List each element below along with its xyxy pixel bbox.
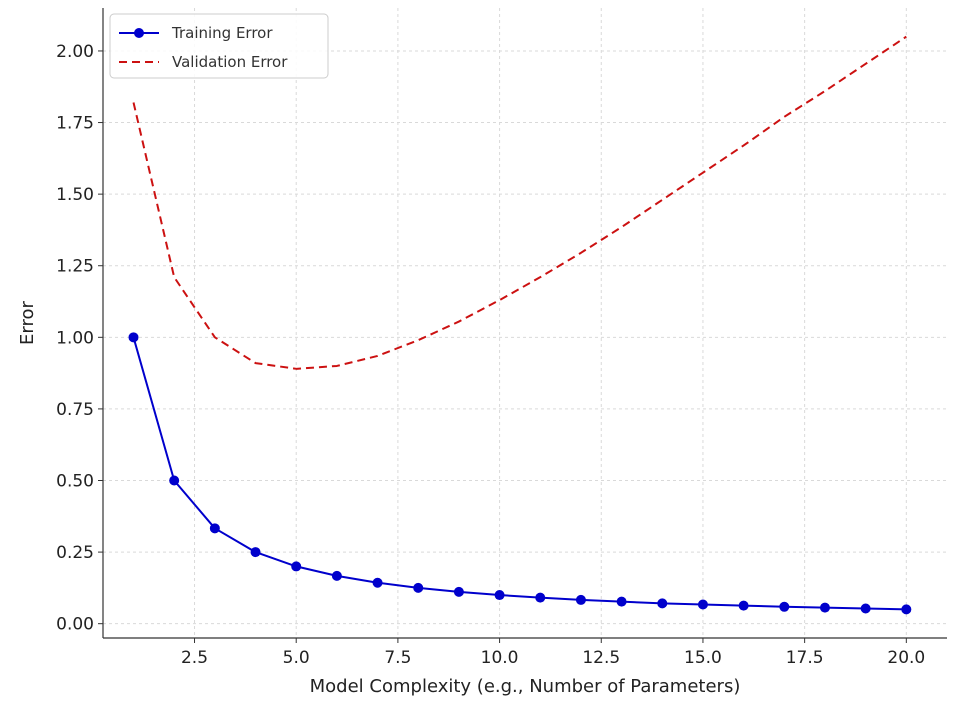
y-tick-label: 0.25 (56, 543, 94, 563)
training-error-point (860, 603, 871, 614)
training-error-point (291, 561, 302, 572)
series (128, 35, 912, 615)
y-tick-label: 1.75 (56, 114, 94, 134)
legend-training-error-label: Training Error (171, 24, 273, 42)
legend-validation-error-label: Validation Error (172, 53, 288, 71)
training-error-point (453, 586, 464, 597)
training-error-point (494, 590, 505, 601)
training-error-point (575, 594, 586, 605)
y-tick-label: 1.25 (56, 257, 94, 277)
training-error-point (657, 598, 668, 609)
training-error-point (535, 592, 546, 603)
x-tick-label: 17.5 (786, 648, 824, 668)
y-axis-ticks: 0.00 0.25 0.50 0.75 1.00 1.25 1.50 1.75 2.00 (56, 42, 103, 635)
training-error-point (209, 523, 220, 534)
x-axis-label: Model Complexity (e.g., Number of Parame… (310, 676, 741, 697)
training-error-point (413, 582, 424, 593)
x-tick-label: 5.0 (283, 648, 310, 668)
training-error-point (169, 475, 180, 486)
training-error-point (779, 601, 790, 612)
x-tick-label: 20.0 (887, 648, 925, 668)
x-tick-label: 15.0 (684, 648, 722, 668)
x-tick-label: 10.0 (481, 648, 519, 668)
training-error-point (128, 332, 139, 343)
x-tick-label: 7.5 (384, 648, 411, 668)
training-error-point (616, 596, 627, 607)
validation-error-line (132, 35, 907, 370)
training-error-point (372, 577, 383, 588)
x-tick-label: 12.5 (582, 648, 620, 668)
legend-training-error-marker (134, 28, 144, 38)
training-error-point (901, 604, 912, 615)
training-error-point (331, 570, 342, 581)
axes-frame (102, 8, 947, 639)
training-error-point (697, 599, 708, 610)
legend-box (109, 13, 329, 79)
training-error-point (738, 600, 749, 611)
training-error-point (819, 602, 830, 613)
y-tick-label: 1.00 (56, 328, 94, 348)
y-tick-label: 0.75 (56, 400, 94, 420)
training-error-line (132, 337, 907, 611)
y-tick-label: 2.00 (56, 42, 94, 62)
y-tick-label: 1.50 (56, 185, 94, 205)
training-error-point (250, 547, 261, 558)
x-axis-ticks: 2.5 5.0 7.5 10.0 12.5 15.0 17.5 20.0 (181, 638, 925, 668)
legend: Training Error Validation Error (109, 13, 329, 79)
x-tick-label: 2.5 (181, 648, 208, 668)
y-tick-label: 0.00 (56, 615, 94, 635)
grid (103, 8, 947, 638)
y-axis-label: Error (17, 300, 38, 344)
y-tick-label: 0.50 (56, 472, 94, 492)
